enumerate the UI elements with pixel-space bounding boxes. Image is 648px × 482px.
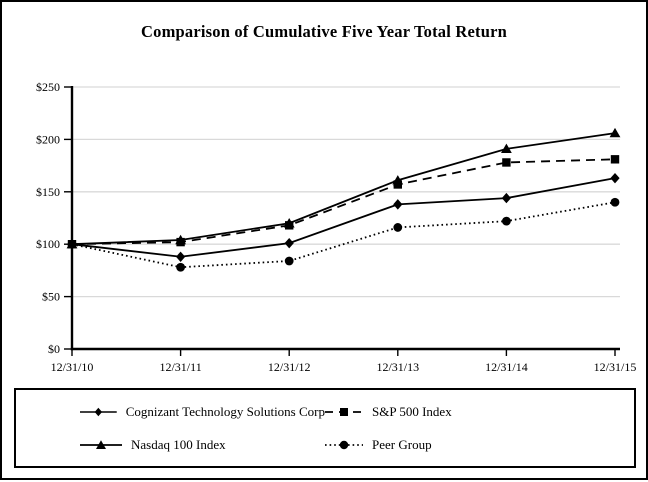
y-tick-label: $100 bbox=[36, 237, 60, 251]
legend-label: S&P 500 Index bbox=[372, 403, 452, 419]
y-tick-label: $150 bbox=[36, 185, 60, 199]
series-marker-triangle bbox=[609, 127, 621, 138]
legend-label: Nasdaq 100 Index bbox=[131, 436, 226, 452]
x-tick-label: 12/31/13 bbox=[376, 360, 419, 374]
series-marker-diamond bbox=[610, 172, 620, 184]
legend-label: Cognizant Technology Solutions Corp bbox=[125, 403, 325, 419]
series-marker-triangle bbox=[501, 143, 512, 154]
legend-sample-diamond bbox=[80, 407, 117, 416]
series-line-square bbox=[71, 158, 616, 246]
x-tick-label: 12/31/12 bbox=[268, 360, 311, 374]
legend-label: Peer Group bbox=[372, 436, 432, 452]
series-marker-circle bbox=[393, 223, 403, 232]
y-tick-label: $250 bbox=[36, 80, 60, 94]
legend-item: Cognizant Technology Solutions Corp bbox=[80, 404, 325, 420]
legend-sample-circle bbox=[325, 440, 363, 449]
series-marker-diamond bbox=[393, 199, 403, 210]
x-tick-label: 12/31/10 bbox=[51, 360, 94, 374]
circle-marker-icon bbox=[339, 440, 349, 449]
chart-title: Comparison of Cumulative Five Year Total… bbox=[141, 22, 507, 41]
legend-sample-square bbox=[325, 407, 363, 416]
series-line-circle bbox=[71, 201, 616, 269]
legend-item: Peer Group bbox=[325, 437, 634, 453]
series-marker-triangle bbox=[175, 234, 186, 245]
series-line-diamond bbox=[71, 177, 616, 258]
x-tick-label: 12/31/14 bbox=[485, 360, 528, 374]
x-tick-label: 12/31/11 bbox=[159, 360, 201, 374]
y-tick-label: $0 bbox=[48, 342, 60, 356]
series-marker-square bbox=[502, 158, 511, 167]
legend-sample-triangle bbox=[80, 439, 122, 449]
y-tick-label: $200 bbox=[36, 132, 60, 146]
series-marker-circle bbox=[67, 239, 77, 249]
triangle-marker-icon bbox=[96, 439, 106, 449]
series-line-triangle bbox=[71, 132, 616, 246]
series-marker-circle bbox=[610, 197, 620, 207]
series-marker-circle bbox=[502, 216, 511, 226]
legend-item: Nasdaq 100 Index bbox=[80, 437, 325, 453]
series-marker-diamond bbox=[284, 237, 294, 249]
series-marker-circle bbox=[284, 256, 294, 266]
diamond-marker-icon bbox=[94, 407, 103, 416]
square-marker-icon bbox=[340, 407, 348, 416]
x-tick-label: 12/31/15 bbox=[594, 360, 637, 374]
series-marker-diamond bbox=[176, 251, 186, 262]
series-marker-square bbox=[610, 155, 620, 164]
series-marker-triangle bbox=[283, 218, 295, 228]
y-tick-label: $50 bbox=[42, 290, 60, 304]
series-marker-diamond bbox=[501, 192, 511, 204]
series-marker-circle bbox=[176, 262, 186, 272]
series-marker-triangle bbox=[392, 175, 404, 185]
legend-item: S&P 500 Index bbox=[325, 404, 634, 420]
legend-box: Cognizant Technology Solutions Corp S&P 5… bbox=[14, 388, 636, 468]
